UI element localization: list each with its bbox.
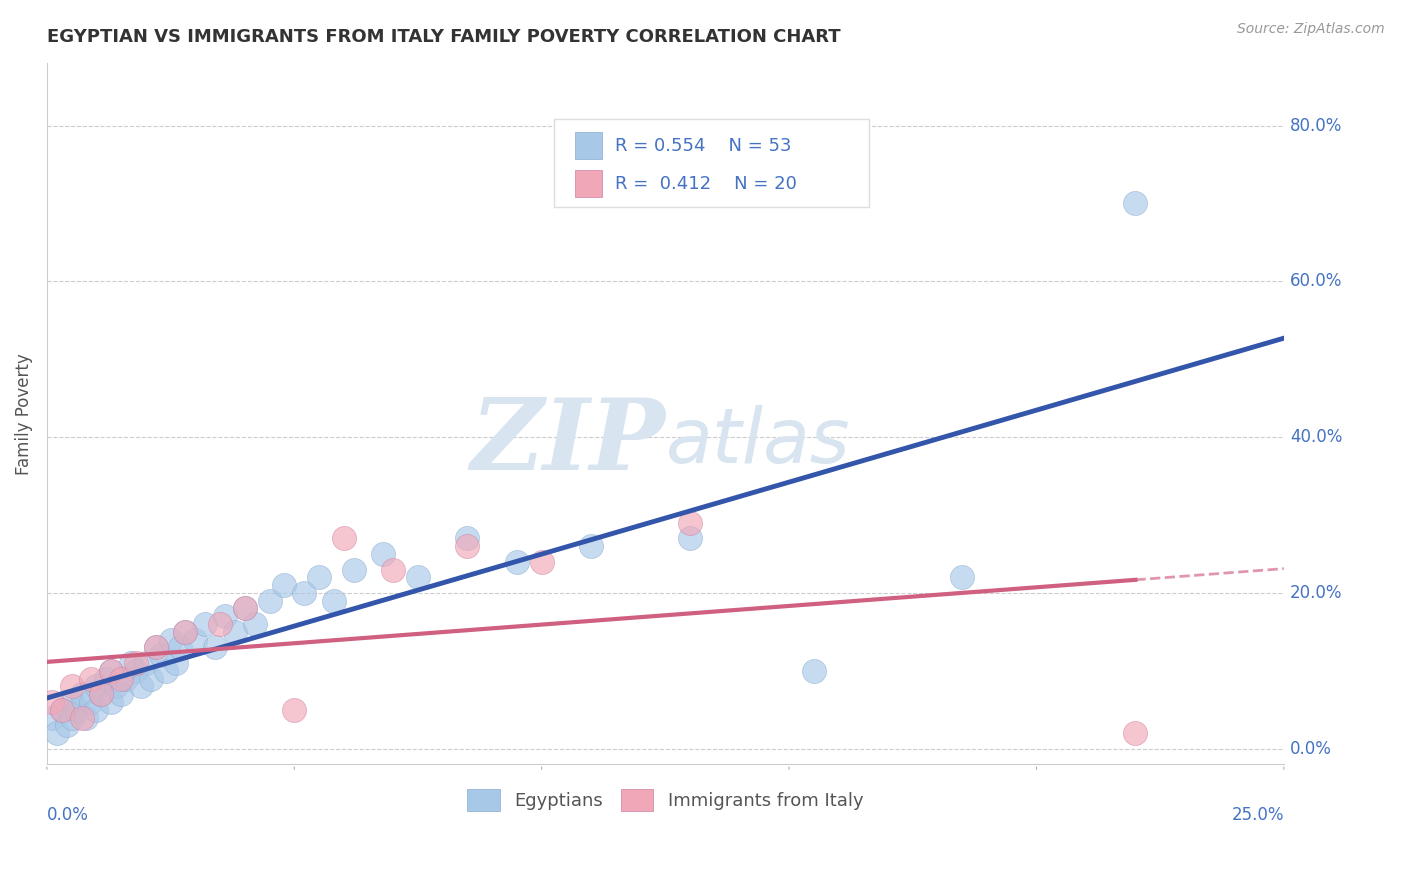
Point bbox=[135, 656, 157, 670]
Point bbox=[70, 710, 93, 724]
Point bbox=[259, 593, 281, 607]
Point bbox=[149, 648, 172, 663]
Point bbox=[506, 555, 529, 569]
Point bbox=[100, 664, 122, 678]
Point bbox=[214, 609, 236, 624]
Point bbox=[65, 703, 87, 717]
Point bbox=[129, 679, 152, 693]
Point bbox=[233, 601, 256, 615]
Point bbox=[100, 695, 122, 709]
Text: 20.0%: 20.0% bbox=[1291, 584, 1343, 602]
Point bbox=[204, 640, 226, 655]
Point bbox=[105, 679, 128, 693]
Text: EGYPTIAN VS IMMIGRANTS FROM ITALY FAMILY POVERTY CORRELATION CHART: EGYPTIAN VS IMMIGRANTS FROM ITALY FAMILY… bbox=[46, 29, 841, 46]
Point bbox=[184, 632, 207, 647]
Point bbox=[76, 710, 98, 724]
Point bbox=[125, 664, 148, 678]
Point bbox=[579, 539, 602, 553]
Point bbox=[332, 532, 354, 546]
Point bbox=[45, 726, 67, 740]
Text: 25.0%: 25.0% bbox=[1232, 806, 1284, 824]
Point bbox=[165, 656, 187, 670]
Point bbox=[159, 632, 181, 647]
Point bbox=[169, 640, 191, 655]
Point bbox=[322, 593, 344, 607]
Point bbox=[120, 656, 142, 670]
Text: Source: ZipAtlas.com: Source: ZipAtlas.com bbox=[1237, 22, 1385, 37]
Point bbox=[373, 547, 395, 561]
Point bbox=[110, 687, 132, 701]
Point bbox=[1125, 196, 1147, 211]
Point bbox=[679, 516, 702, 530]
Text: 80.0%: 80.0% bbox=[1291, 117, 1343, 135]
Point bbox=[80, 672, 103, 686]
Point bbox=[456, 539, 478, 553]
Point bbox=[96, 672, 118, 686]
Y-axis label: Family Poverty: Family Poverty bbox=[15, 353, 32, 475]
Point bbox=[80, 695, 103, 709]
Point bbox=[41, 710, 63, 724]
Point bbox=[55, 718, 77, 732]
Point bbox=[233, 601, 256, 615]
Point bbox=[125, 656, 148, 670]
Point bbox=[155, 664, 177, 678]
Point bbox=[530, 555, 553, 569]
Point bbox=[110, 672, 132, 686]
Point bbox=[283, 703, 305, 717]
FancyBboxPatch shape bbox=[554, 120, 869, 207]
Point bbox=[209, 617, 232, 632]
Point bbox=[41, 695, 63, 709]
Text: 0.0%: 0.0% bbox=[46, 806, 89, 824]
Point bbox=[803, 664, 825, 678]
Text: R = 0.554    N = 53: R = 0.554 N = 53 bbox=[614, 136, 792, 155]
FancyBboxPatch shape bbox=[575, 132, 602, 159]
Point bbox=[950, 570, 973, 584]
Text: atlas: atlas bbox=[665, 405, 849, 479]
Point bbox=[60, 679, 83, 693]
Point bbox=[456, 532, 478, 546]
Point bbox=[194, 617, 217, 632]
Point bbox=[292, 586, 315, 600]
Point bbox=[308, 570, 330, 584]
Point bbox=[382, 562, 405, 576]
Point bbox=[60, 695, 83, 709]
Point bbox=[90, 687, 112, 701]
Point bbox=[679, 532, 702, 546]
Point bbox=[273, 578, 295, 592]
Point bbox=[1125, 726, 1147, 740]
Point bbox=[139, 672, 162, 686]
FancyBboxPatch shape bbox=[575, 170, 602, 197]
Point bbox=[86, 703, 108, 717]
Point bbox=[145, 640, 167, 655]
Text: R =  0.412    N = 20: R = 0.412 N = 20 bbox=[614, 175, 797, 193]
Text: ZIP: ZIP bbox=[471, 393, 665, 490]
Point bbox=[60, 710, 83, 724]
Point bbox=[115, 672, 138, 686]
Point bbox=[51, 703, 73, 717]
Legend: Egyptians, Immigrants from Italy: Egyptians, Immigrants from Italy bbox=[460, 782, 870, 818]
Point bbox=[51, 703, 73, 717]
Point bbox=[90, 687, 112, 701]
Point bbox=[145, 640, 167, 655]
Point bbox=[100, 664, 122, 678]
Text: 0.0%: 0.0% bbox=[1291, 739, 1331, 757]
Point bbox=[86, 679, 108, 693]
Point bbox=[174, 624, 197, 639]
Point bbox=[243, 617, 266, 632]
Point bbox=[70, 687, 93, 701]
Point bbox=[224, 624, 246, 639]
Text: 40.0%: 40.0% bbox=[1291, 428, 1343, 446]
Point bbox=[343, 562, 366, 576]
Point bbox=[406, 570, 429, 584]
Text: 60.0%: 60.0% bbox=[1291, 272, 1343, 290]
Point bbox=[174, 624, 197, 639]
